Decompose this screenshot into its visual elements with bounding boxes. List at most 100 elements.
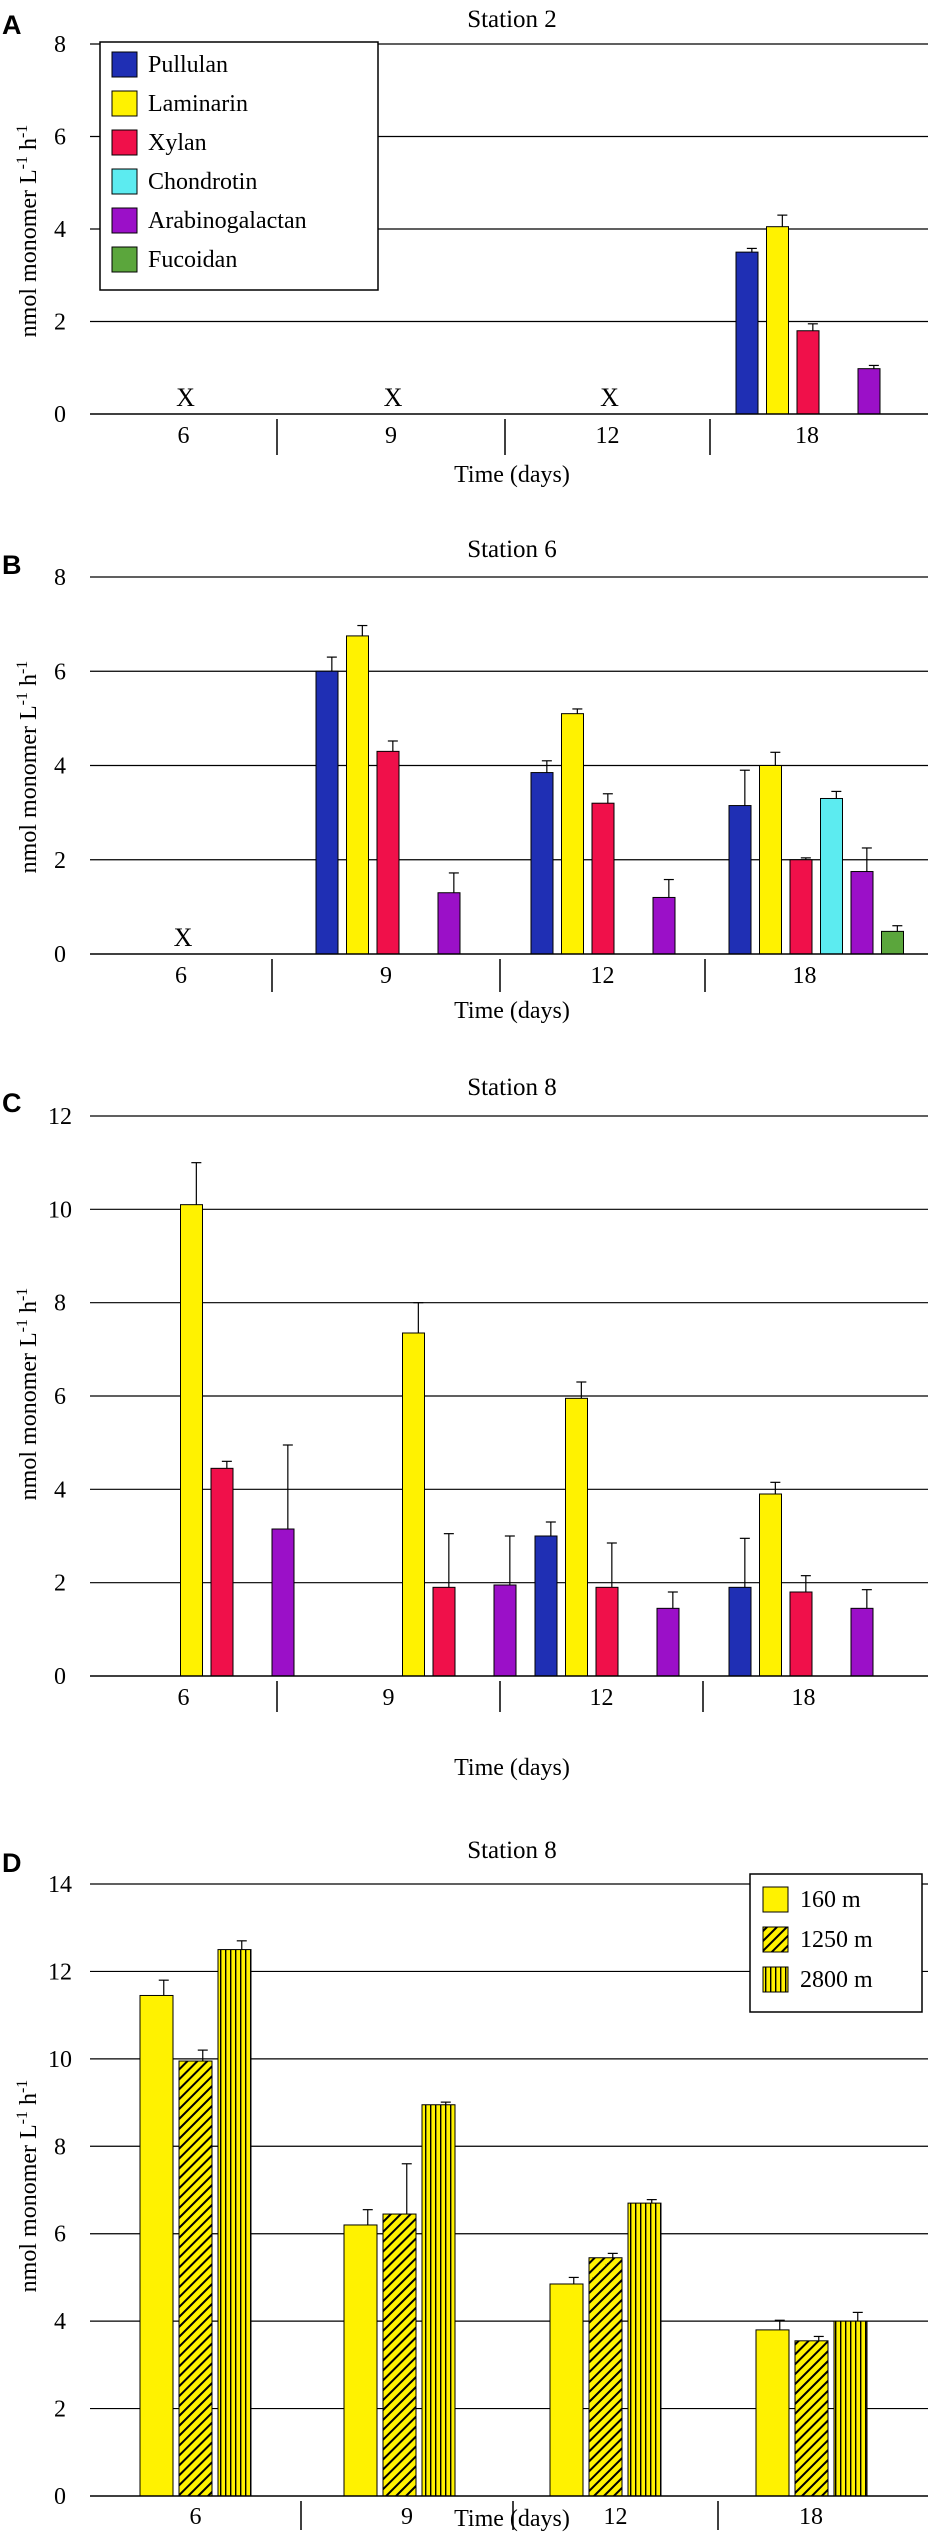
bar-xylan-day-12 [591,802,615,955]
y-tick-label: 0 [54,402,66,428]
bar-laminarin-day-12 [561,713,584,955]
bar-arabinogalactan-day-18 [850,1607,874,1677]
bar-laminarin-day-6 [180,1204,203,1677]
bar-xylan-day-9 [376,750,400,955]
bar-pullulan-day-18 [728,805,752,955]
bar-chondrotin-day-18 [820,797,843,955]
y-tick-label: 6 [54,659,66,685]
y-tick-label: 8 [54,32,66,58]
x-tick-label: 9 [401,2504,413,2530]
y-tick-label: 4 [54,217,66,243]
bar-xylan-day-6 [210,1467,234,1677]
legend-label-laminarin: Laminarin [148,91,248,117]
legend-label-pullulan: Pullulan [148,52,228,78]
x-axis-label: Time (days) [454,1755,570,1781]
bar-arabinogalactan-day-12 [656,1607,680,1677]
bar-fucoidan-day-18 [881,930,904,955]
y-tick-label: 4 [54,754,66,780]
bar-160-m-day-12 [549,2283,584,2497]
x-tick-label: 12 [590,1685,614,1711]
chart-title: Station 8 [467,1074,557,1101]
x-tick-label: 12 [596,423,620,449]
y-axis-label: nmol monomer L-1 h-1 [14,125,42,338]
legend-swatch-160m [762,1886,789,1913]
legend: 160 m 1250 m 2800 m [749,1873,923,2013]
legend-label-arabinogalactan: Arabinogalactan [148,208,307,234]
x-tick-label: 9 [380,963,392,989]
x-tick-label: 18 [799,2504,823,2530]
bar-arabinogalactan-day-9 [493,1584,517,1677]
bar-pullulan-day-18 [728,1586,752,1677]
legend-swatch-laminarin [111,90,138,117]
y-axis-label: nmol monomer L-1 h-1 [14,661,42,874]
x-tick-label: 6 [178,423,190,449]
y-tick-label: 10 [48,2047,72,2073]
bar-laminarin-day-18 [759,1493,782,1677]
legend-label-xylan: Xylan [148,130,207,156]
panel-letter-a: A [2,10,22,40]
y-tick-label: 4 [54,1477,66,1503]
panel-letter-b: B [2,550,22,580]
legend-frame [99,41,379,291]
bar-pullulan-day-12 [534,1535,558,1677]
bar-1250-m-day-6 [178,2060,213,2497]
bar-2800-m-day-12 [627,2202,662,2497]
chart-panel-c: C Station 8 nmol monomer L-1 h-1 0 2 4 6 8 10… [2,1074,928,1781]
bar-1250-m-day-12 [588,2257,623,2497]
y-tick-label: 12 [48,1959,72,1985]
bar-arabinogalactan-day-18 [857,368,881,415]
bar-160-m-day-9 [343,2224,378,2497]
panel-letter-c: C [2,1088,22,1118]
y-tick-label: 10 [48,1197,72,1223]
x-tick-label: 6 [190,2504,202,2530]
y-tick-label: 8 [54,565,66,591]
missing-data-marker: X [176,383,195,412]
y-tick-label: 0 [54,1664,66,1690]
y-axis-label: nmol monomer L-1 h-1 [14,1288,42,1501]
bar-2800-m-day-9 [421,2104,456,2497]
bar-xylan-day-18 [796,330,820,415]
chart-panel-d: D Station 8 nmol monomer L-1 h-1 0 2 4 6 8 10… [2,1837,928,2532]
chart-panel-b: B Station 6 nmol monomer L-1 h-1 0 2 4 6 8 6… [2,536,928,1024]
bar-laminarin-day-18 [759,765,782,955]
x-tick-label: 12 [604,2504,628,2530]
bar-1250-m-day-9 [382,2213,417,2497]
x-tick-label: 9 [383,1685,395,1711]
legend-label-fucoidan: Fucoidan [148,247,237,273]
x-axis-label: Time (days) [454,2506,570,2532]
legend-swatch-arabinogalactan [111,207,138,234]
missing-data-marker: X [600,383,619,412]
bar-pullulan-day-18 [735,251,759,415]
y-tick-label: 6 [54,2222,66,2248]
bar-pullulan-day-9 [315,670,339,955]
bar-xylan-day-12 [595,1586,619,1677]
panel-letter-d: D [2,1848,22,1878]
legend-label-1250m: 1250 m [800,1927,873,1953]
x-tick-label: 9 [385,423,397,449]
x-axis-label: Time (days) [454,462,570,488]
legend-swatch-2800m [762,1966,789,1993]
bar-arabinogalactan-day-6 [271,1528,295,1677]
x-tick-label: 12 [591,963,615,989]
legend-swatch-fucoidan [111,246,138,273]
bar-arabinogalactan-day-12 [652,896,676,955]
legend-swatch-1250m [762,1926,789,1953]
chart-panel-a: A Station 2 nmol monomer L-1 h-1 0 2 4 6 8 6… [2,6,928,488]
bar-160-m-day-18 [755,2329,790,2497]
y-tick-label: 6 [54,1384,66,1410]
missing-data-marker: X [174,923,193,952]
bar-xylan-day-18 [789,1591,813,1677]
missing-data-marker: X [384,383,403,412]
y-tick-label: 2 [54,1571,66,1597]
y-tick-label: 2 [54,2397,66,2423]
chart-title: Station 6 [467,536,557,563]
bar-xylan-day-9 [432,1586,456,1677]
legend-label-160m: 160 m [800,1887,861,1913]
legend-swatch-pullulan [111,51,138,78]
y-tick-label: 8 [54,2134,66,2160]
y-axis-label: nmol monomer L-1 h-1 [14,2080,42,2293]
y-tick-label: 2 [54,848,66,874]
y-tick-label: 6 [54,125,66,151]
bar-160-m-day-6 [139,1994,174,2497]
y-tick-label: 12 [48,1104,72,1130]
